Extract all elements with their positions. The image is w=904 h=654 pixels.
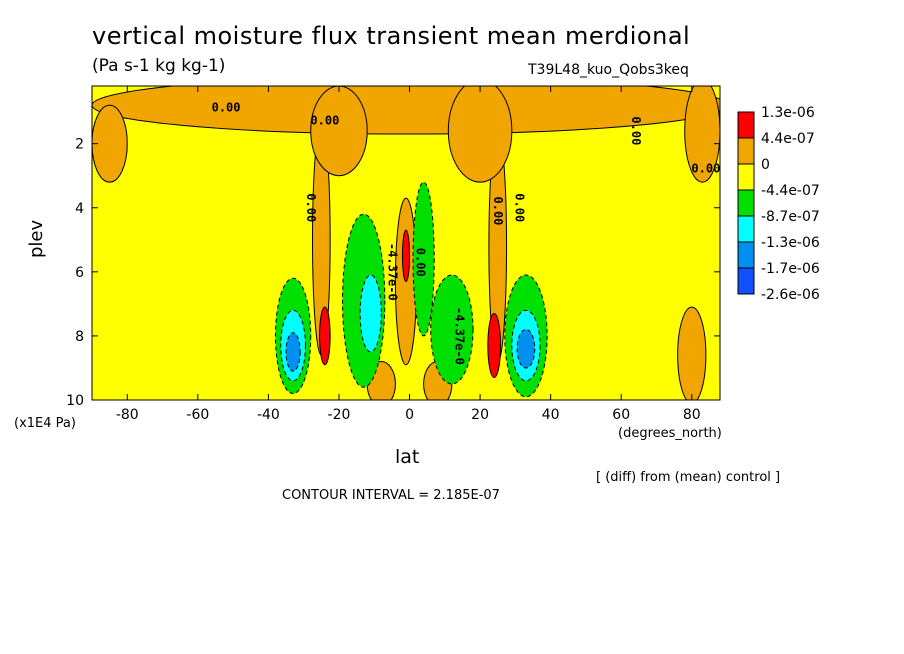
- y-tick-label: 4: [75, 201, 84, 217]
- x-tick-label: -80: [116, 407, 139, 423]
- legend-label: -2.6e-06: [761, 287, 820, 303]
- x-tick-label: 80: [683, 407, 701, 423]
- legend-label: -4.4e-07: [761, 183, 820, 199]
- x-tick-label: 40: [542, 407, 560, 423]
- y-axis-units: (x1E4 Pa): [14, 416, 76, 431]
- x-tick-label: -40: [257, 407, 280, 423]
- chart-units: (Pa s-1 kg kg-1): [92, 56, 226, 76]
- contour-label: 0.00: [512, 193, 526, 222]
- legend-label: 1.3e-06: [761, 105, 815, 121]
- contour-region-blue: [285, 332, 301, 372]
- legend-label: -8.7e-07: [761, 209, 820, 225]
- contour-label: -4.37e-0: [452, 307, 466, 365]
- contour-label: 0.00: [304, 193, 318, 222]
- contour-region-green: [412, 181, 435, 337]
- legend-label: -1.7e-06: [761, 261, 820, 277]
- legend-swatch: [737, 267, 755, 295]
- x-tick-label: 20: [471, 407, 489, 423]
- contour-label: 0.00: [414, 248, 428, 277]
- diff-note: [ (diff) from (mean) control ]: [596, 470, 781, 485]
- y-tick-label: 10: [66, 393, 84, 409]
- legend-swatch: [737, 241, 755, 269]
- y-tick-label: 6: [75, 265, 84, 281]
- run-label: T39L48_kuo_Qobs3keq: [528, 62, 689, 78]
- legend-label: -1.3e-06: [761, 235, 820, 251]
- x-tick-label: -60: [186, 407, 209, 423]
- contour-label: -4.37e-0: [385, 243, 399, 301]
- contour-interval: CONTOUR INTERVAL = 2.185E-07: [282, 488, 500, 503]
- x-axis-units: (degrees_north): [618, 426, 722, 441]
- contour-region-red: [487, 312, 502, 379]
- contour-region-orange: [92, 104, 128, 183]
- legend-swatch: [737, 163, 755, 191]
- legend-label: 0: [761, 157, 770, 173]
- contour-label: 0.00: [310, 113, 339, 127]
- contour-region-orange: [677, 306, 707, 400]
- plot-area: 0.00 0.00 0.00 0.00 0.00 0.00 0.00 0.00 -4.37e-0…: [92, 86, 720, 400]
- color-legend: 1.3e-06 4.4e-07 0 -4.4e-07 -8.7e-07 -1.3e-06 -…: [737, 105, 820, 303]
- plot-frame: [91, 85, 721, 401]
- legend-swatch: [737, 137, 755, 165]
- contour-label: 0.00: [491, 197, 505, 226]
- contour-label: 0.00: [691, 162, 720, 176]
- y-tick-label: 2: [75, 137, 84, 153]
- x-tick-label: 0: [405, 407, 414, 423]
- contour-region-cyan: [359, 274, 382, 353]
- contour-region-green: [430, 274, 474, 385]
- legend-label: 4.4e-07: [761, 131, 815, 147]
- contour-region-orange: [447, 86, 513, 183]
- contour-label: 0.00: [212, 101, 241, 115]
- x-tick-label: -20: [328, 407, 351, 423]
- legend-swatch: [737, 111, 755, 139]
- legend-swatch: [737, 215, 755, 243]
- x-tick-label: 60: [612, 407, 630, 423]
- legend-swatch: [737, 189, 755, 217]
- contour-region-orange: [684, 86, 720, 183]
- contour-region-orange: [92, 86, 720, 135]
- contour-region-blue: [516, 329, 536, 369]
- chart-title: vertical moisture flux transient mean me…: [92, 22, 691, 50]
- y-tick-label: 8: [75, 329, 84, 345]
- x-axis-label: lat: [395, 446, 420, 468]
- contour-region-red: [401, 229, 411, 282]
- axes: -80 -60 -40 -20 0 20 40 60 80 2 4 6 8 10: [66, 86, 720, 423]
- contour-region-orange: [310, 86, 368, 177]
- contour-label: 0.00: [629, 116, 643, 145]
- contour-region-red: [319, 306, 331, 366]
